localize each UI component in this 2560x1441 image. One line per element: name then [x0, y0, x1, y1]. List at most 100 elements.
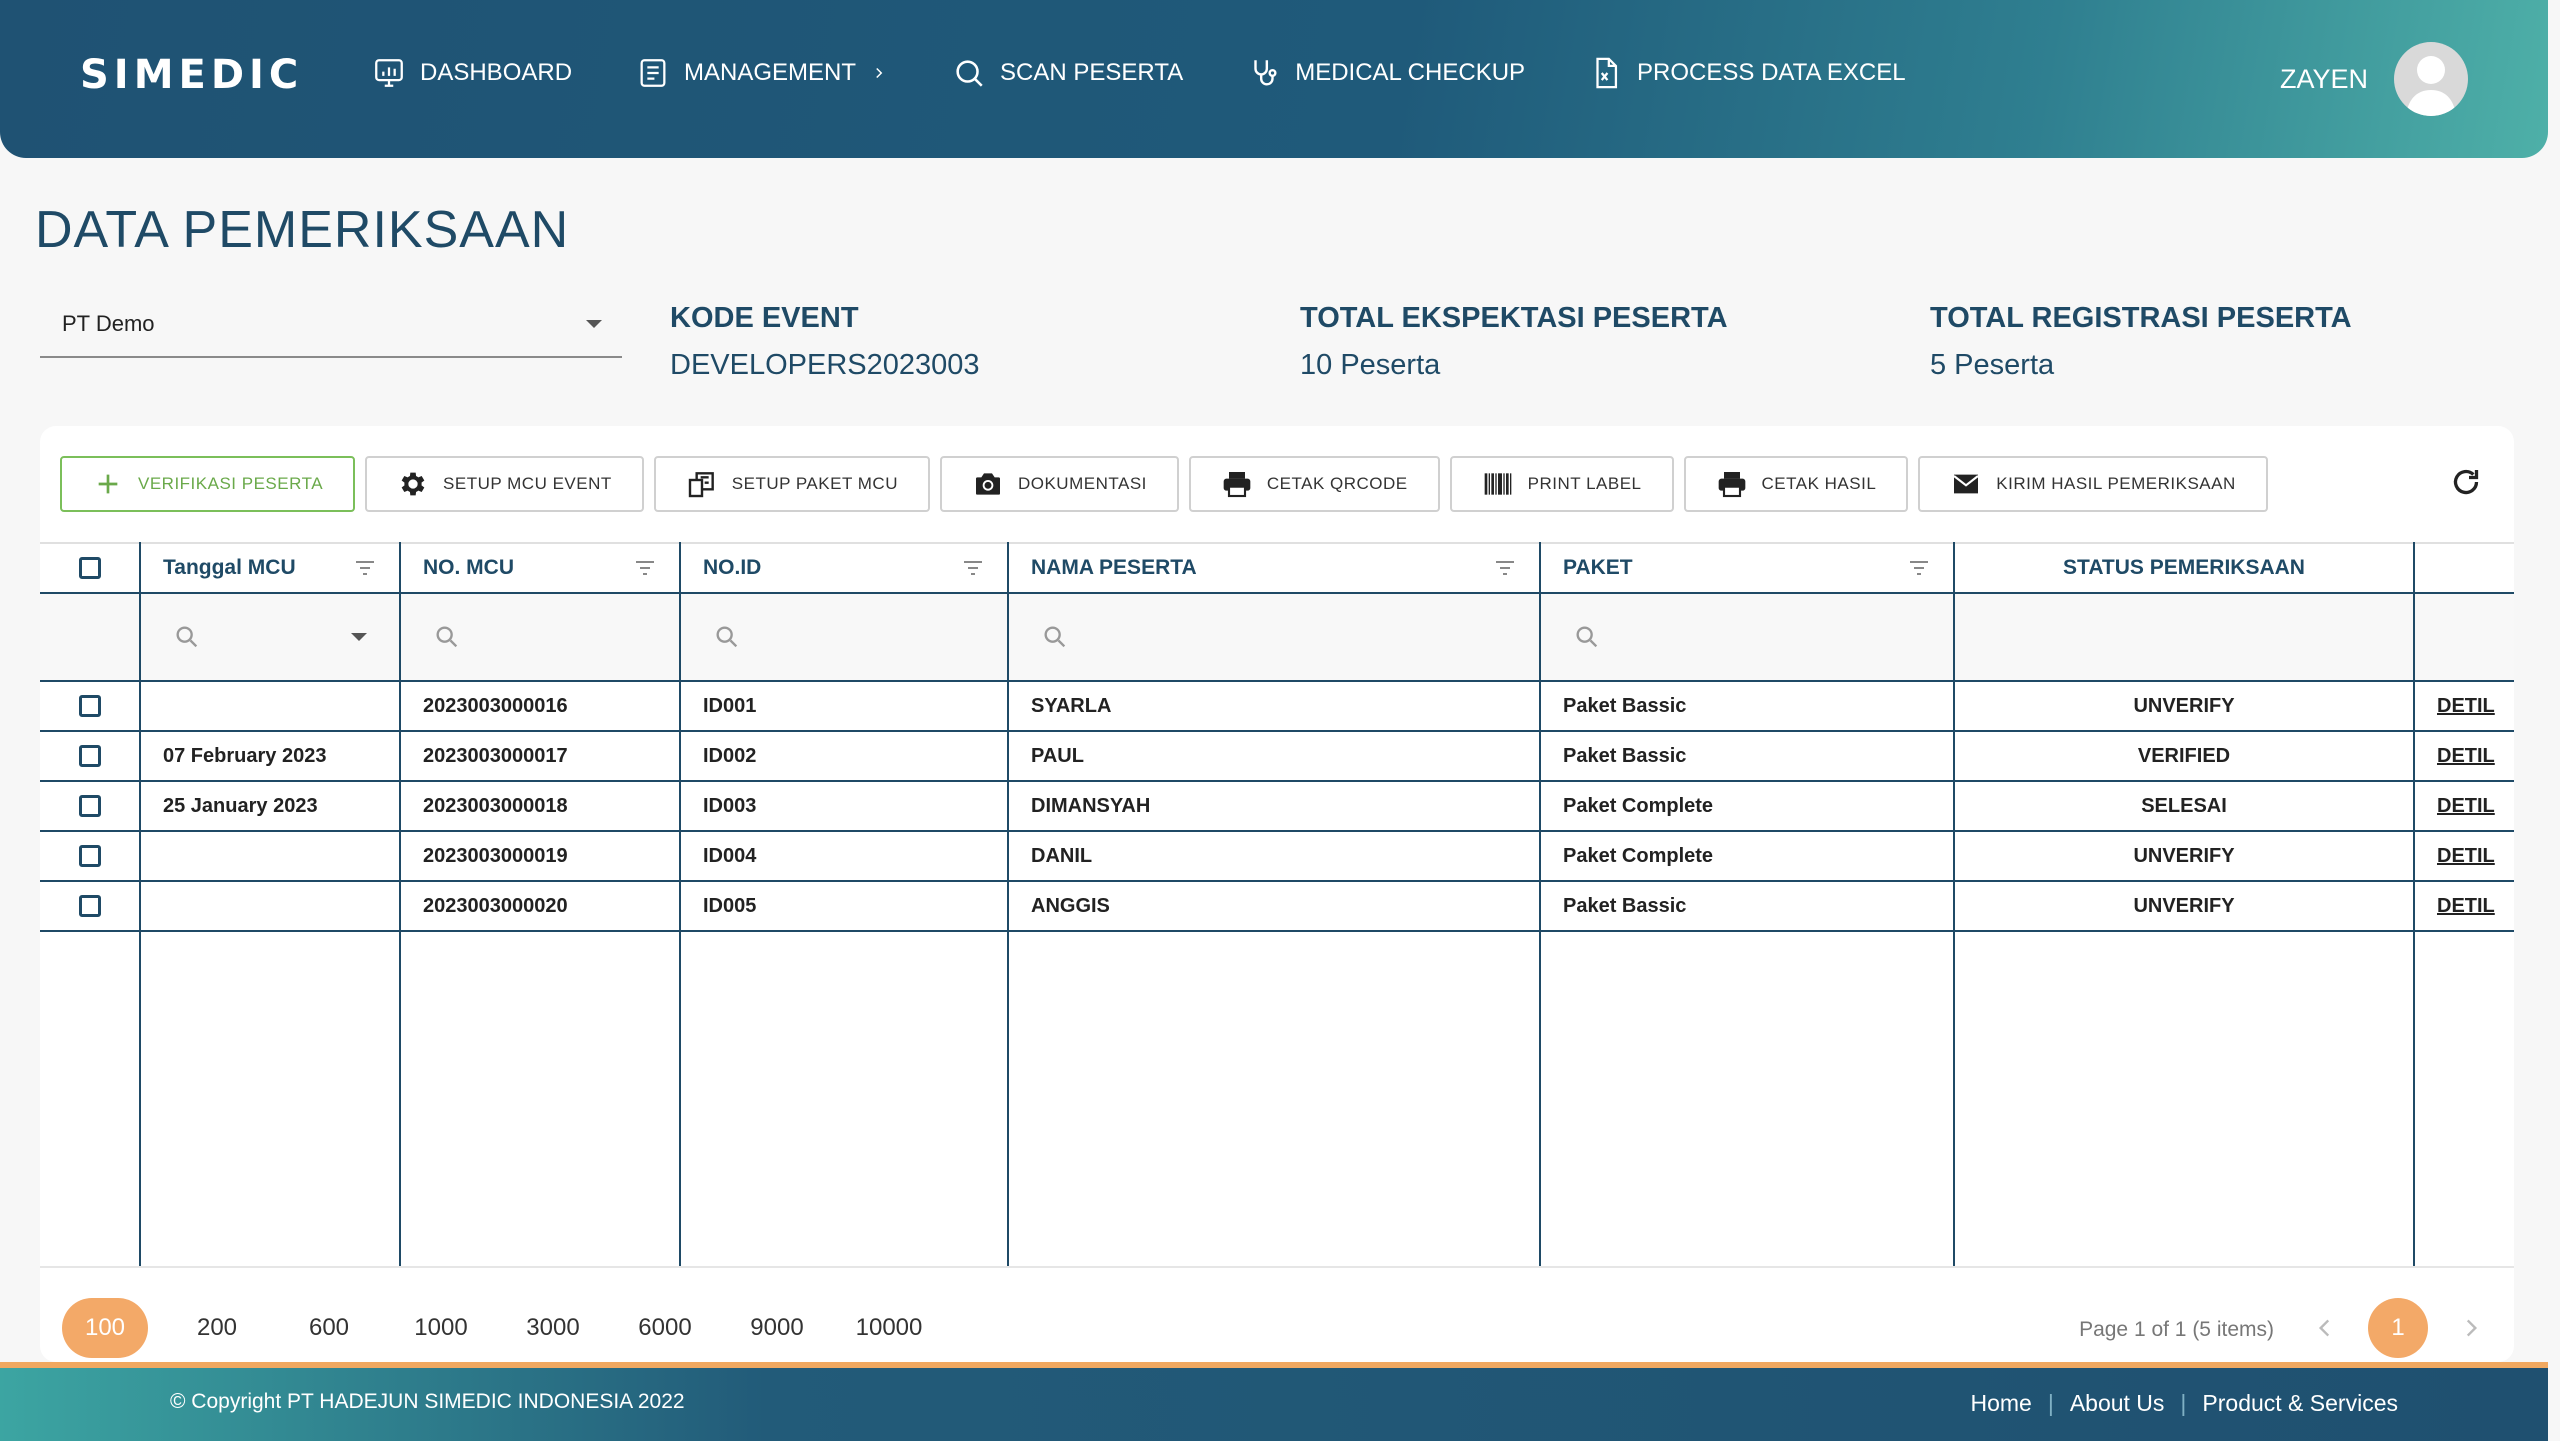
filter-no-mcu[interactable]: [400, 593, 681, 682]
footer-link-about[interactable]: About Us: [2069, 1390, 2165, 1416]
cell-status: VERIFIED: [1954, 731, 2415, 782]
filter-icon[interactable]: [961, 556, 985, 580]
select-all-checkbox[interactable]: [78, 557, 101, 580]
print-label-button[interactable]: PRINT LABEL: [1449, 456, 1674, 512]
search-icon: [1576, 626, 1598, 648]
nav-management[interactable]: MANAGEMENT: [636, 56, 888, 90]
filter-tanggal[interactable]: [140, 593, 401, 682]
row-select-cell: [40, 881, 141, 932]
cell-nama: DIMANSYAH: [1008, 781, 1541, 832]
row-checkbox[interactable]: [78, 695, 101, 718]
cell-paket: Paket Bassic: [1540, 881, 1955, 932]
company-select-value: PT Demo: [62, 311, 155, 336]
footer-link-products[interactable]: Product & Services: [2202, 1390, 2398, 1416]
cell-paket: Paket Bassic: [1540, 731, 1955, 782]
row-select-cell: [40, 731, 141, 782]
divider: |: [2180, 1390, 2187, 1416]
nav-dashboard[interactable]: DASHBOARD: [372, 56, 572, 90]
dokumentasi-button[interactable]: DOKUMENTASI: [939, 456, 1179, 512]
divider: |: [2047, 1390, 2054, 1416]
detil-link[interactable]: DETIL: [2437, 894, 2495, 917]
filter-paket[interactable]: [1540, 593, 1955, 682]
column-header: NAMA PESERTA: [1031, 556, 1197, 579]
row-checkbox[interactable]: [78, 795, 101, 818]
page-size-option[interactable]: 600: [308, 1314, 350, 1341]
refresh-icon[interactable]: [2448, 464, 2484, 500]
avatar[interactable]: [2394, 42, 2468, 116]
setup-paket-mcu-button[interactable]: SETUP PAKET MCU: [653, 456, 930, 512]
detil-link[interactable]: DETIL: [2437, 794, 2495, 817]
kirim-hasil-button[interactable]: KIRIM HASIL PEMERIKSAAN: [1918, 456, 2268, 512]
chevron-down-icon: [586, 320, 602, 328]
page-size-option[interactable]: 6000: [638, 1314, 692, 1341]
search-icon: [956, 60, 983, 87]
cell-no-id: ID004: [680, 831, 1009, 882]
table-row[interactable]: 25 January 2023 2023003000018 ID003 DIMANSY…: [40, 781, 2514, 832]
col-tanggal-mcu[interactable]: Tanggal MCU: [140, 542, 401, 594]
page-size-option[interactable]: 3000: [526, 1314, 580, 1341]
toolbar: VERIFIKASI PESERTA SETUP MCU EVENT SETUP…: [60, 456, 2268, 512]
filter-nama[interactable]: [1008, 593, 1541, 682]
col-status[interactable]: STATUS PEMERIKSAAN: [1954, 542, 2415, 594]
col-paket[interactable]: PAKET: [1540, 542, 1955, 594]
filter-icon[interactable]: [633, 556, 657, 580]
table-row[interactable]: 2023003000019 ID004 DANIL Paket Complete UNV…: [40, 831, 2514, 882]
cell-no-mcu: 2023003000019: [400, 831, 681, 882]
nav-scan-peserta[interactable]: SCAN PESERTA: [952, 56, 1183, 90]
table-row[interactable]: 07 February 2023 2023003000017 ID002 PAUL Pa…: [40, 731, 2514, 782]
page-number-button[interactable]: 1: [2368, 1298, 2428, 1358]
cell-no-id: ID001: [680, 681, 1009, 732]
cetak-qrcode-button[interactable]: CETAK QRCODE: [1188, 456, 1440, 512]
page-size-option[interactable]: 200: [196, 1314, 238, 1341]
cell-tanggal: 25 January 2023: [140, 781, 401, 832]
table-row[interactable]: 2023003000016 ID001 SYARLA Paket Bassic UNVE…: [40, 681, 2514, 732]
button-label: CETAK QRCODE: [1266, 474, 1408, 493]
col-no-id[interactable]: NO.ID: [680, 542, 1009, 594]
user-menu[interactable]: ZAYEN: [2280, 42, 2468, 116]
table-row[interactable]: 2023003000020 ID005 ANGGIS Paket Bassic UNVE…: [40, 881, 2514, 932]
header-row: Tanggal MCU NO. MCU NO.ID NAMA PESERTA P…: [40, 542, 2514, 594]
row-checkbox[interactable]: [78, 745, 101, 768]
col-nama-peserta[interactable]: NAMA PESERTA: [1008, 542, 1541, 594]
top-header: SIMEDIC DASHBOARD MANAGEMENT SCAN PESERT…: [0, 0, 2548, 158]
detil-link[interactable]: DETIL: [2437, 694, 2495, 717]
company-select[interactable]: PT Demo: [40, 306, 622, 358]
page-size-option[interactable]: 9000: [750, 1314, 804, 1341]
page-size-option[interactable]: 10000: [855, 1314, 923, 1341]
row-checkbox[interactable]: [78, 845, 101, 868]
col-no-mcu[interactable]: NO. MCU: [400, 542, 681, 594]
chevron-left-icon[interactable]: [2312, 1315, 2338, 1341]
cell-no-mcu: 2023003000018: [400, 781, 681, 832]
filter-icon[interactable]: [353, 556, 377, 580]
cetak-hasil-button[interactable]: CETAK HASIL: [1683, 456, 1909, 512]
stat-total-ekspektasi: TOTAL EKSPEKTASI PESERTA 10 Peserta: [1300, 302, 1728, 382]
filter-no-id[interactable]: [680, 593, 1009, 682]
row-checkbox[interactable]: [78, 895, 101, 918]
button-label: CETAK HASIL: [1761, 474, 1877, 493]
detil-link[interactable]: DETIL: [2437, 844, 2495, 867]
printer-icon: [1223, 472, 1251, 498]
stat-value: 10 Peserta: [1300, 349, 1441, 381]
column-header: NO.ID: [703, 556, 762, 579]
verifikasi-peserta-button[interactable]: VERIFIKASI PESERTA: [60, 456, 356, 512]
filter-icon[interactable]: [1493, 556, 1517, 580]
page-size-option[interactable]: 100: [62, 1298, 148, 1358]
stat-label: KODE EVENT: [670, 302, 859, 334]
page-size-option[interactable]: 1000: [414, 1314, 468, 1341]
setup-mcu-event-button[interactable]: SETUP MCU EVENT: [365, 456, 644, 512]
nav-process-excel[interactable]: PROCESS DATA EXCEL: [1589, 56, 1906, 90]
chevron-right-icon[interactable]: [2458, 1315, 2484, 1341]
stat-label: TOTAL REGISTRASI PESERTA: [1930, 302, 2352, 334]
nav-excel-label: PROCESS DATA EXCEL: [1637, 59, 1906, 86]
chevron-down-icon[interactable]: [351, 633, 367, 641]
nav-medical-checkup[interactable]: MEDICAL CHECKUP: [1247, 56, 1525, 90]
main-nav: DASHBOARD MANAGEMENT SCAN PESERTA MEDICA…: [372, 56, 1970, 90]
app-logo[interactable]: SIMEDIC: [80, 52, 304, 98]
camera-icon: [975, 473, 1000, 495]
filter-icon[interactable]: [1907, 556, 1931, 580]
footer-link-home[interactable]: Home: [1970, 1390, 2032, 1416]
cell-nama: ANGGIS: [1008, 881, 1541, 932]
page-size-selector: 100 200 600 1000 3000 6000 9000 10000: [62, 1298, 958, 1358]
row-select-cell: [40, 781, 141, 832]
detil-link[interactable]: DETIL: [2437, 744, 2495, 767]
